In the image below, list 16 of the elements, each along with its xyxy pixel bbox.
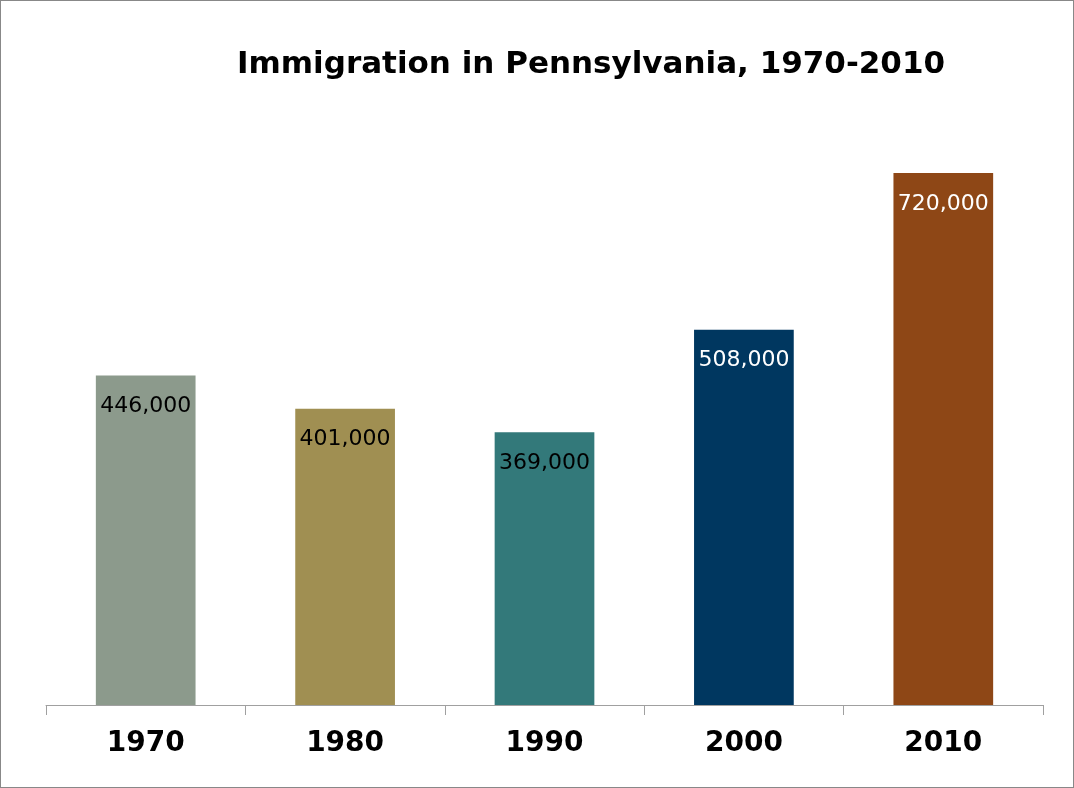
bar	[694, 329, 794, 705]
data-label: 369,000	[499, 448, 590, 474]
bar	[893, 173, 994, 705]
x-tick-label: 2010	[904, 724, 983, 758]
x-tick-label: 2000	[704, 724, 783, 758]
chart-title: Immigration in Pennsylvania, 1970-2010	[236, 43, 946, 80]
x-tick-label: 1970	[106, 724, 185, 758]
data-label: 508,000	[698, 346, 790, 372]
x-tick-label: 1980	[306, 724, 385, 758]
data-label: 720,000	[897, 189, 989, 215]
bar	[95, 375, 196, 705]
bar	[494, 432, 595, 705]
x-tick-label: 1990	[505, 724, 584, 758]
data-label: 401,000	[299, 425, 391, 451]
bar	[295, 408, 395, 705]
data-label: 446,000	[100, 391, 192, 417]
